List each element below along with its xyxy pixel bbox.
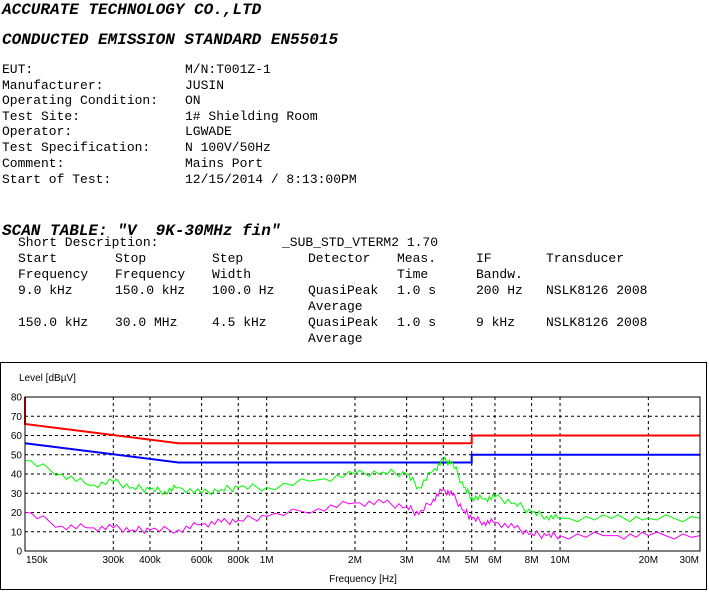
col-detector-header: Detector — [308, 251, 371, 266]
info-label-operator: Operator: — [2, 124, 73, 139]
col-stop-header-2: Frequency — [115, 267, 186, 282]
col-step-header-2: Width — [212, 267, 252, 282]
col-start-header: Start — [18, 251, 58, 266]
chart-tick-labels: 0 10 20 30 40 50 60 70 80 150k 300k 400k 600k 800k 1M 2… — [11, 393, 699, 567]
x-tick-label: 8M — [525, 555, 539, 566]
info-label-eut: EUT: — [2, 62, 34, 77]
row2-detector: QuasiPeak — [308, 315, 379, 330]
info-label-start-of-test: Start of Test: — [2, 172, 112, 187]
col-meas-header: Meas. — [397, 251, 437, 266]
row1-start: 9.0 kHz — [18, 283, 73, 298]
row2-start: 150.0 kHz — [18, 315, 89, 330]
col-transducer-header: Transducer — [546, 251, 625, 266]
x-tick-label: 30M — [680, 555, 699, 566]
y-tick-label: 20 — [11, 508, 23, 519]
y-tick-label: 80 — [11, 393, 23, 404]
row1-stop: 150.0 kHz — [115, 283, 186, 298]
standard-title: CONDUCTED EMISSION STANDARD EN55015 — [2, 31, 339, 49]
x-tick-label: 3M — [400, 555, 414, 566]
quasipeak-trace — [24, 456, 701, 523]
row2-step: 4.5 kHz — [212, 315, 267, 330]
row1-step: 100.0 Hz — [212, 283, 275, 298]
emission-chart: Level [dBµV] Frequency [Hz] 0 10 20 30 40 50 6… — [0, 362, 707, 590]
col-meas-header-2: Time — [397, 267, 429, 282]
y-tick-label: 10 — [11, 527, 23, 538]
info-value-eut: M/N:T001Z-1 — [185, 62, 271, 77]
x-tick-label: 6M — [488, 555, 502, 566]
short-desc-value: _SUB_STD_VTERM2 1.70 — [282, 235, 439, 250]
info-value-test-spec: N 100V/50Hz — [185, 140, 271, 155]
chart-series — [24, 397, 701, 541]
info-label-test-spec: Test Specification: — [2, 140, 151, 155]
x-tick-label: 5M — [465, 555, 479, 566]
x-tick-label: 10M — [550, 555, 569, 566]
emission-chart-svg: Level [dBµV] Frequency [Hz] 0 10 20 30 40 50 6… — [11, 373, 701, 585]
row1-detector-2: Average — [308, 299, 363, 314]
average-trace — [24, 488, 701, 541]
plot-frame — [24, 396, 701, 552]
row2-detector-2: Average — [308, 331, 363, 346]
y-axis-label: Level [dBµV] — [19, 373, 76, 384]
y-tick-label: 60 — [11, 431, 23, 442]
col-stop-header: Stop — [115, 251, 147, 266]
x-tick-label: 20M — [639, 555, 658, 566]
x-tick-label: 400k — [139, 555, 162, 566]
y-tick-label: 50 — [11, 450, 23, 461]
row2-stop: 30.0 MHz — [115, 315, 178, 330]
row1-if-bandwidth: 200 Hz — [476, 283, 523, 298]
info-label-comment: Comment: — [2, 156, 65, 171]
row2-transducer: NSLK8126 2008 — [546, 315, 648, 330]
row1-detector: QuasiPeak — [308, 283, 379, 298]
x-tick-label: 800k — [227, 555, 250, 566]
y-tick-label: 30 — [11, 489, 23, 500]
info-value-start-of-test: 12/15/2014 / 8:13:00PM — [185, 172, 357, 187]
x-tick-label: 150k — [26, 555, 49, 566]
limit-average-line — [24, 442, 700, 464]
x-axis-label: Frequency [Hz] — [329, 574, 397, 585]
row1-meas-time: 1.0 s — [397, 283, 437, 298]
x-tick-label: 2M — [348, 555, 362, 566]
x-tick-label: 300k — [102, 555, 125, 566]
chart-grid — [25, 397, 700, 551]
row2-meas-time: 1.0 s — [397, 315, 437, 330]
limit-quasipeak-line — [24, 397, 700, 445]
info-value-operating-condition: ON — [185, 93, 201, 108]
col-if-header: IF — [476, 251, 492, 266]
x-tick-label: 600k — [191, 555, 214, 566]
info-label-manufacturer: Manufacturer: — [2, 78, 104, 93]
col-step-header: Step — [212, 251, 244, 266]
col-if-header-2: Bandw. — [476, 267, 523, 282]
info-label-test-site: Test Site: — [2, 109, 81, 124]
info-value-test-site: 1# Shielding Room — [185, 109, 318, 124]
x-tick-label: 4M — [436, 555, 450, 566]
company-title: ACCURATE TECHNOLOGY CO.,LTD — [2, 1, 262, 19]
y-tick-label: 0 — [16, 547, 22, 558]
x-tick-label: 1M — [260, 555, 274, 566]
info-label-operating-condition: Operating Condition: — [2, 93, 159, 108]
info-value-operator: LGWADE — [185, 124, 232, 139]
row1-transducer: NSLK8126 2008 — [546, 283, 648, 298]
short-desc-label: Short Description: — [18, 235, 159, 250]
y-tick-label: 40 — [11, 470, 23, 481]
info-value-comment: Mains Port — [185, 156, 264, 171]
col-start-header-2: Frequency — [18, 267, 89, 282]
scan-table-title: SCAN TABLE: "V 9K-30MHz fin" — [2, 222, 281, 240]
row2-if-bandwidth: 9 kHz — [476, 315, 516, 330]
info-value-manufacturer: JUSIN — [185, 78, 225, 93]
y-tick-label: 70 — [11, 412, 23, 423]
